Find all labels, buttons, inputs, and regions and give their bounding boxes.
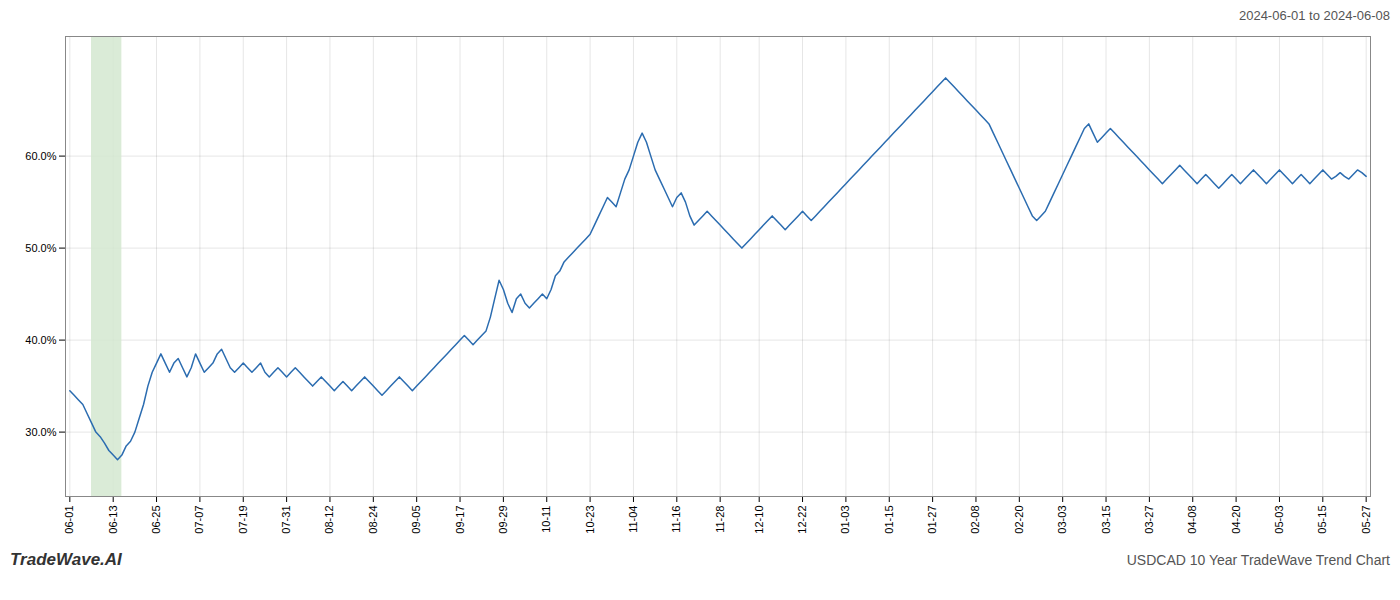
svg-text:10-23: 10-23 xyxy=(584,506,596,534)
svg-text:05-15: 05-15 xyxy=(1316,506,1328,534)
svg-text:09-05: 09-05 xyxy=(410,506,422,534)
svg-text:03-27: 03-27 xyxy=(1143,506,1155,534)
svg-text:11-16: 11-16 xyxy=(670,506,682,533)
html-text:TradeWave.AI: TradeWave.AI xyxy=(10,550,122,569)
svg-text:01-27: 01-27 xyxy=(926,506,938,534)
svg-text:08-12: 08-12 xyxy=(323,506,335,534)
svg-text:09-17: 09-17 xyxy=(454,506,466,534)
svg-text:05-27: 05-27 xyxy=(1360,506,1372,534)
html-text:2024-06-01 to 2024-06-08: 2024-06-01 to 2024-06-08 xyxy=(1238,8,1390,23)
svg-text:07-31: 07-31 xyxy=(280,506,292,534)
svg-text:09-29: 09-29 xyxy=(497,506,509,534)
svg-text:11-28: 11-28 xyxy=(714,506,726,533)
svg-text:04-08: 04-08 xyxy=(1186,506,1198,534)
svg-text:50.0%: 50.0% xyxy=(25,242,56,254)
svg-text:01-15: 01-15 xyxy=(883,506,895,534)
svg-text:08-24: 08-24 xyxy=(367,506,379,534)
svg-text:11-04: 11-04 xyxy=(627,506,639,533)
svg-text:06-25: 06-25 xyxy=(150,506,162,534)
svg-text:30.0%: 30.0% xyxy=(25,426,56,438)
svg-text:07-07: 07-07 xyxy=(193,506,205,534)
html-text:USDCAD 10 Year TradeWave Trend: USDCAD 10 Year TradeWave Trend Chart xyxy=(1126,552,1390,568)
svg-text:06-01: 06-01 xyxy=(63,506,75,534)
svg-text:03-15: 03-15 xyxy=(1100,506,1112,534)
svg-text:07-19: 07-19 xyxy=(237,506,249,534)
svg-text:02-20: 02-20 xyxy=(1013,506,1025,534)
svg-text:12-22: 12-22 xyxy=(796,506,808,534)
svg-text:02-08: 02-08 xyxy=(969,506,981,534)
svg-text:06-13: 06-13 xyxy=(107,506,119,534)
svg-text:05-03: 05-03 xyxy=(1273,506,1285,534)
svg-text:60.0%: 60.0% xyxy=(25,150,56,162)
svg-text:04-20: 04-20 xyxy=(1230,506,1242,534)
svg-text:40.0%: 40.0% xyxy=(25,334,56,346)
svg-text:03-03: 03-03 xyxy=(1056,506,1068,534)
svg-text:01-03: 01-03 xyxy=(839,506,851,534)
svg-text:12-10: 12-10 xyxy=(753,506,765,534)
svg-text:10-11: 10-11 xyxy=(540,506,552,533)
